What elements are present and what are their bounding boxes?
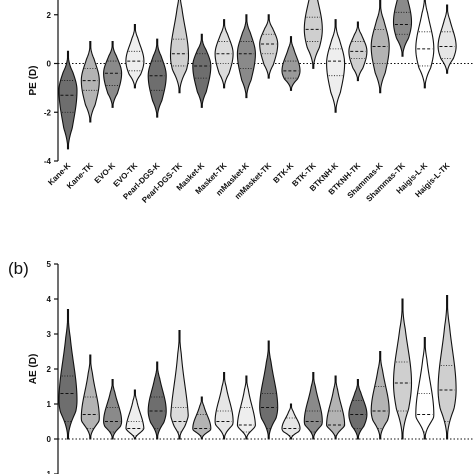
y-tick-label: -2 bbox=[44, 108, 52, 117]
y-tick-label: 4 bbox=[47, 295, 52, 304]
violin-shammas-tk bbox=[392, 0, 413, 57]
y-tick-label: 0 bbox=[47, 60, 52, 69]
violin-btk-k bbox=[281, 36, 301, 91]
violin-shammas-k bbox=[370, 350, 390, 440]
y-tick-label: 2 bbox=[47, 365, 52, 374]
violin-evo-tk bbox=[125, 389, 145, 440]
violins-group bbox=[58, 294, 457, 440]
violin-mmasket-tk bbox=[259, 340, 279, 440]
violin-masket-k bbox=[192, 33, 212, 108]
violin-pearl-dgs-tk bbox=[170, 329, 189, 440]
violin-btk-tk bbox=[303, 371, 323, 440]
violin-masket-k bbox=[192, 396, 212, 440]
violin-mmasket-tk bbox=[259, 14, 279, 79]
violin-btknh-tk bbox=[348, 378, 368, 440]
violin-mmasket-k bbox=[236, 14, 256, 99]
violin-mmasket-k bbox=[236, 375, 256, 440]
violin-pearl-dgs-k bbox=[147, 38, 167, 118]
y-axis-title: PE (D) bbox=[28, 66, 39, 96]
y-tick-label: 3 bbox=[47, 330, 52, 339]
violin-masket-tk bbox=[214, 371, 234, 440]
panel-ae-violin: -1 0 1 2 3 4 5 AE (D) (b) bbox=[8, 259, 474, 474]
violin-evo-tk bbox=[125, 23, 145, 89]
y-axis-title: AE (D) bbox=[28, 354, 39, 385]
violin-haigis-l-k bbox=[415, 0, 435, 89]
y-tick-label: 0 bbox=[47, 435, 52, 444]
violin-kane-k bbox=[58, 308, 78, 440]
y-tick-label: -4 bbox=[44, 157, 52, 166]
violin-kane-k bbox=[58, 50, 78, 150]
violins-group bbox=[58, 0, 457, 150]
violin-haigis-l-k bbox=[415, 336, 435, 440]
violin-evo-k bbox=[103, 378, 123, 440]
panel-label: (b) bbox=[8, 259, 29, 278]
violin-kane-tk bbox=[80, 41, 100, 123]
y-tick-label: 1 bbox=[47, 400, 52, 409]
violin-shammas-tk bbox=[392, 298, 413, 440]
y-tick-label: 2 bbox=[47, 11, 52, 20]
violin-haigis-l-tk bbox=[437, 294, 457, 440]
y-tick-label: -1 bbox=[44, 470, 52, 474]
violin-btknh-k bbox=[326, 375, 346, 440]
violin-btk-k bbox=[281, 403, 301, 440]
violin-pearl-dgs-k bbox=[147, 361, 167, 440]
violin-evo-k bbox=[103, 41, 123, 108]
violin-btk-tk bbox=[303, 0, 323, 69]
y-tick-label: 5 bbox=[47, 260, 52, 269]
violin-haigis-l-tk bbox=[437, 4, 457, 74]
violin-pearl-dgs-tk bbox=[169, 0, 190, 94]
violin-btknh-k bbox=[326, 19, 346, 113]
